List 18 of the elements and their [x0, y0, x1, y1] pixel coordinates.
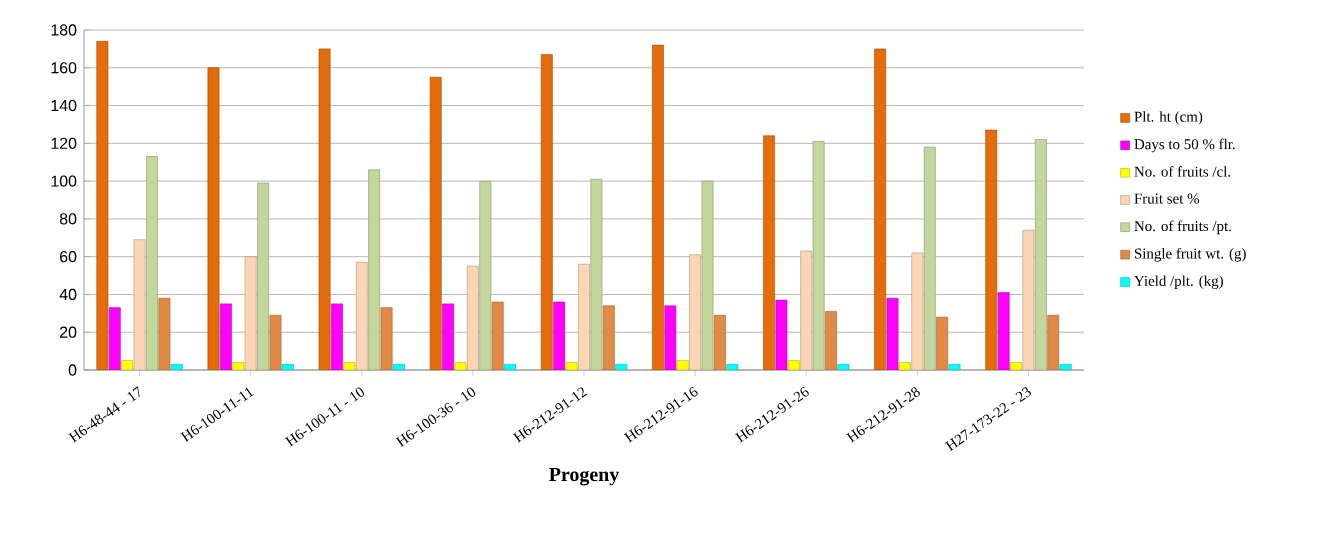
legend-label: Days to 50 % flr. [1134, 138, 1235, 153]
y-tick-label: 100 [51, 175, 77, 187]
y-tick-label: 0 [68, 364, 77, 376]
y-tick-label: 40 [59, 288, 77, 301]
y-tick-label: 120 [51, 137, 77, 149]
legend-label: Plt. ht (cm) [1134, 111, 1203, 125]
legend-label: Yield /plt. (kg) [1134, 275, 1223, 289]
legend-label: No. of fruits /pt. [1134, 220, 1231, 235]
y-tick-label: 160 [51, 62, 77, 74]
y-tick-label: 60 [60, 251, 77, 263]
legend-label: No. of fruits /cl. [1134, 166, 1231, 177]
x-axis-title: Progeny [549, 467, 620, 486]
legend-label: Single fruit wt. (g) [1134, 247, 1246, 262]
y-tick-label: 180 [51, 24, 77, 36]
y-tick-label: 20 [60, 326, 77, 338]
y-tick-label: 80 [59, 213, 77, 225]
legend-label: Fruit set % [1134, 193, 1200, 204]
y-tick-label: 140 [51, 99, 77, 112]
